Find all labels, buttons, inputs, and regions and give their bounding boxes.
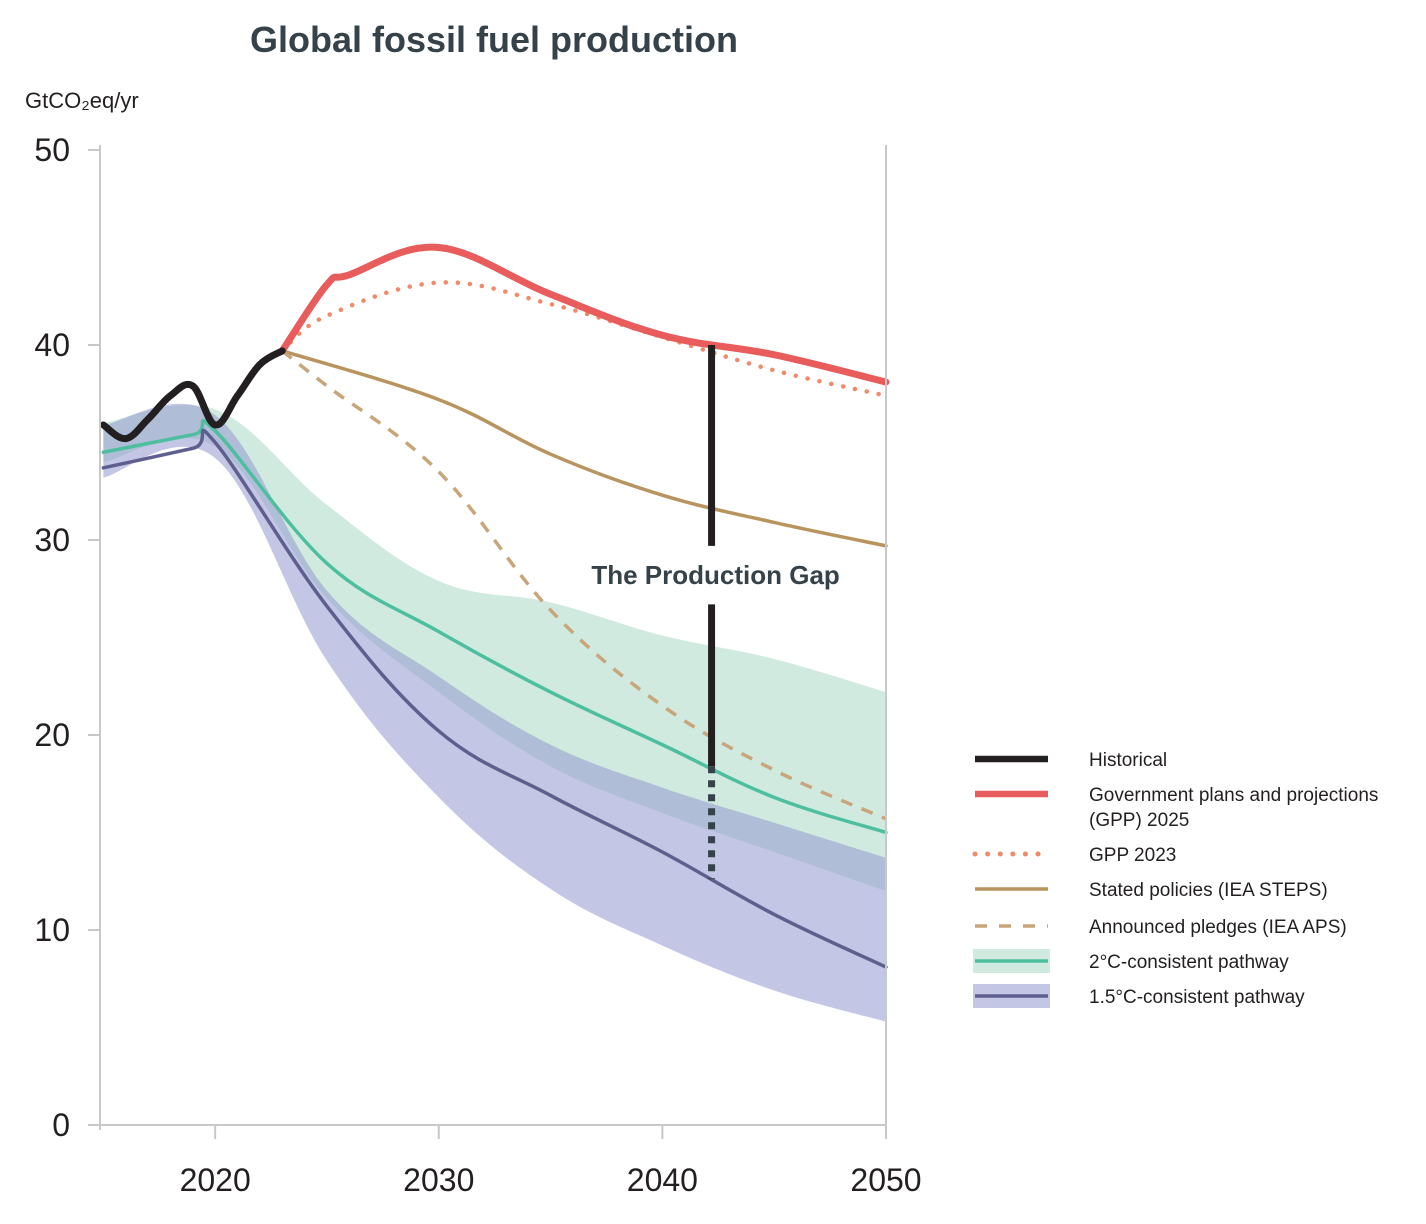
legend-label: Historical xyxy=(1089,750,1167,771)
x-tick-label: 2040 xyxy=(627,1162,698,1198)
announced-pledges-iea-aps-line xyxy=(281,349,887,821)
legend-item-historical: Historical xyxy=(975,750,1167,771)
legend: Historical Government plans and projectio… xyxy=(972,750,1378,1008)
y-tick-label: 10 xyxy=(34,912,70,948)
production-gap-label: The Production Gap xyxy=(591,560,839,590)
legend-label: 2°C-consistent pathway xyxy=(1089,952,1289,973)
legend-label: Stated policies (IEA STEPS) xyxy=(1089,880,1328,901)
y-axis-label: GtCO₂eq/yr xyxy=(25,88,139,113)
historical-line xyxy=(99,347,286,443)
legend-item-gpp-2023: GPP 2023 xyxy=(972,845,1176,866)
government-plans-and-projections-gpp-2025-line xyxy=(278,243,890,386)
y-tick-label: 0 xyxy=(52,1107,70,1143)
legend-label: GPP 2023 xyxy=(1089,845,1176,866)
x-tick-label: 2020 xyxy=(180,1162,251,1198)
legend-label: Announced pledges (IEA APS) xyxy=(1089,917,1347,938)
legend-label: Government plans and projections xyxy=(1089,785,1378,806)
y-tick-label: 30 xyxy=(34,522,70,558)
legend-label: 1.5°C-consistent pathway xyxy=(1089,987,1305,1008)
y-tick-label: 50 xyxy=(34,132,70,168)
legend-item-announced-pledges-iea-aps: Announced pledges (IEA APS) xyxy=(975,917,1347,938)
y-tick-label: 20 xyxy=(34,717,70,753)
stated-policies-iea-steps-line xyxy=(280,349,888,548)
legend-item-stated-policies-iea-steps: Stated policies (IEA STEPS) xyxy=(975,880,1328,901)
2-c-consistent-pathway-line xyxy=(101,418,888,835)
bands xyxy=(103,403,887,1022)
legend-label-line2: (GPP) 2025 xyxy=(1089,810,1189,831)
2-c-consistent-range-band xyxy=(103,404,887,891)
legend-item-government-plans-and-projections: Government plans and projections (GPP) 20… xyxy=(975,785,1378,831)
y-tick-label: 40 xyxy=(34,327,70,363)
1-5-c-consistent-pathway-line xyxy=(101,428,888,969)
x-tick-label: 2030 xyxy=(403,1162,474,1198)
gpp-2023-line xyxy=(279,280,889,398)
series-lines xyxy=(99,243,890,969)
x-tick-label: 2050 xyxy=(850,1162,921,1198)
legend-item-1-5-c-consistent-pathway: 1.5°C-consistent pathway xyxy=(973,984,1305,1008)
legend-item-2-c-consistent-pathway: 2°C-consistent pathway xyxy=(973,949,1289,973)
chart-title: Global fossil fuel production xyxy=(250,19,738,60)
